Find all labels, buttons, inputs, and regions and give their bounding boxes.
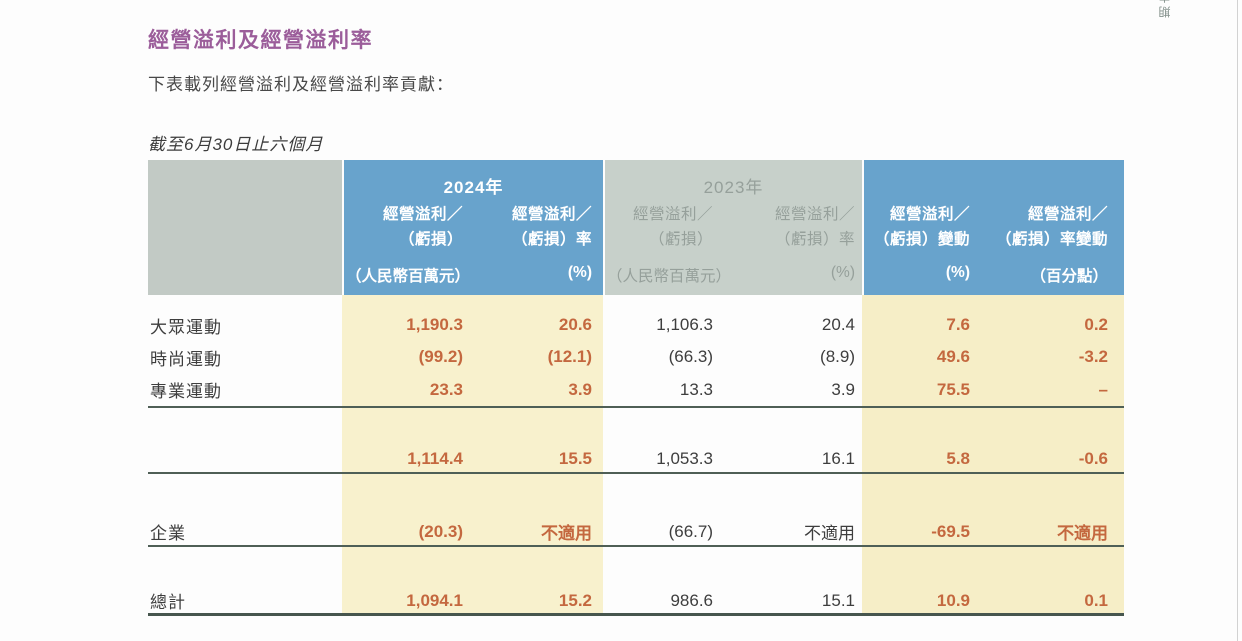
table-header: 2024年 經營溢利／ （虧損） 經營溢利／ （虧損）率 （人民幣百萬元） (%… — [148, 160, 1124, 295]
header-rate-change: 經營溢利／ （虧損）率變動 — [995, 206, 1108, 248]
cell-rate-2024: (12.1) — [547, 347, 592, 366]
cell-change: 75.5 — [936, 379, 970, 399]
header-amount-2023: 經營溢利／ （虧損） — [632, 206, 713, 248]
cell-change: 49.6 — [936, 347, 970, 366]
table-bottom-rule — [148, 613, 1124, 616]
table-row-fashion-sport: 時尚運動 (99.2) (12.1) (66.3) (8.9) 49.6 -3.… — [148, 341, 1124, 373]
highlight-band-change — [862, 295, 1124, 616]
cell-rate-2023: 不適用 — [804, 524, 855, 543]
cell-change: -69.5 — [931, 521, 970, 541]
cell-change: 10.9 — [936, 590, 970, 610]
cell-rate-change: 0.2 — [1084, 315, 1108, 334]
unit-rate-change: （百分點） — [1030, 268, 1108, 285]
table-rule — [148, 406, 1124, 408]
cell-rate-2024: 3.9 — [568, 379, 592, 399]
table-row-professional-sport: 專業運動 23.3 3.9 13.3 3.9 75.5 – — [148, 373, 1124, 406]
cell-amount-2024: 23.3 — [429, 379, 463, 399]
cell-rate-2023: 16.1 — [821, 449, 855, 468]
cell-amount-2024: (99.2) — [418, 347, 463, 366]
cell-rate-change: – — [1098, 379, 1108, 399]
table-body: 大眾運動 1,190.3 20.6 1,106.3 20.4 7.6 0.2 時… — [148, 295, 1124, 616]
highlight-band-2024 — [342, 295, 603, 616]
unit-rate-2024: (%) — [567, 264, 592, 281]
table-row-mass-sport: 大眾運動 1,190.3 20.6 1,106.3 20.4 7.6 0.2 — [148, 309, 1124, 341]
cell-rate-2023: 3.9 — [831, 379, 855, 399]
cell-rate-2024: 不適用 — [541, 524, 592, 543]
table-rule — [148, 545, 1124, 547]
header-section-2023: 2023年 經營溢利／ （虧損） 經營溢利／ （虧損）率 （人民幣百萬元） (%… — [603, 160, 862, 295]
cell-rate-2024: 15.5 — [558, 449, 592, 468]
header-stub-cell — [148, 160, 342, 295]
page-edge-bleed-text: 期中 — [1158, 0, 1172, 18]
cell-rate-change: 不適用 — [1057, 524, 1108, 543]
cell-rate-change: -0.6 — [1078, 449, 1108, 468]
unit-amount-2024: （人民幣百萬元） — [346, 268, 471, 285]
cell-rate-change: -3.2 — [1078, 347, 1108, 366]
header-section-2024: 2024年 經營溢利／ （虧損） 經營溢利／ （虧損）率 （人民幣百萬元） (%… — [342, 160, 603, 295]
header-amount-2024: 經營溢利／ （虧損） — [382, 206, 463, 248]
unit-change: (%) — [945, 264, 970, 281]
table-row-corporate: 企業 (20.3) 不適用 (66.7) 不適用 -69.5 不適用 — [148, 518, 1124, 545]
header-section-change: 經營溢利／ （虧損）變動 經營溢利／ （虧損）率變動 (%) （百分點） — [862, 160, 1124, 295]
cell-amount-2023: 986.6 — [670, 590, 713, 610]
unit-rate-2023: (%) — [830, 264, 855, 281]
header-change: 經營溢利／ （虧損）變動 — [873, 206, 970, 248]
table-row-segment-subtotal: 1,114.4 15.5 1,053.3 16.1 5.8 -0.6 — [148, 446, 1124, 472]
cell-change: 7.6 — [946, 315, 970, 334]
intro-text: 下表載列經營溢利及經營溢利率貢獻： — [148, 75, 454, 94]
year-label-2024: 2024年 — [443, 178, 504, 197]
cell-amount-2024: 1,190.3 — [406, 315, 463, 334]
table-row-total: 總計 1,094.1 15.2 986.6 15.1 10.9 0.1 — [148, 588, 1124, 613]
cell-amount-2024: (20.3) — [418, 521, 463, 541]
cell-rate-2024: 20.6 — [558, 315, 592, 334]
cell-amount-2023: 1,053.3 — [656, 449, 713, 468]
operating-profit-table: 2024年 經營溢利／ （虧損） 經營溢利／ （虧損）率 （人民幣百萬元） (%… — [148, 160, 1124, 616]
page-edge-divider — [1237, 0, 1238, 641]
cell-rate-2024: 15.2 — [558, 590, 592, 610]
header-rate-2023: 經營溢利／ （虧損）率 — [774, 206, 855, 248]
cell-amount-2023: (66.7) — [668, 521, 713, 541]
section-title: 經營溢利及經營溢利率 — [148, 29, 373, 52]
header-rate-2024: 經營溢利／ （虧損）率 — [511, 206, 592, 248]
cell-amount-2023: (66.3) — [668, 347, 713, 366]
cell-amount-2024: 1,094.1 — [406, 590, 463, 610]
cell-rate-2023: 20.4 — [821, 315, 855, 334]
period-caption: 截至6月30日止六個月 — [148, 135, 324, 154]
cell-amount-2023: 13.3 — [679, 379, 713, 399]
cell-rate-2023: (8.9) — [820, 347, 855, 366]
unit-amount-2023: （人民幣百萬元） — [607, 268, 732, 285]
table-rule — [148, 472, 1124, 474]
cell-change: 5.8 — [946, 449, 970, 468]
cell-amount-2023: 1,106.3 — [656, 315, 713, 334]
cell-rate-2023: 15.1 — [821, 590, 855, 610]
year-label-2023: 2023年 — [703, 178, 764, 197]
cell-rate-change: 0.1 — [1084, 590, 1108, 610]
cell-amount-2024: 1,114.4 — [407, 449, 463, 468]
